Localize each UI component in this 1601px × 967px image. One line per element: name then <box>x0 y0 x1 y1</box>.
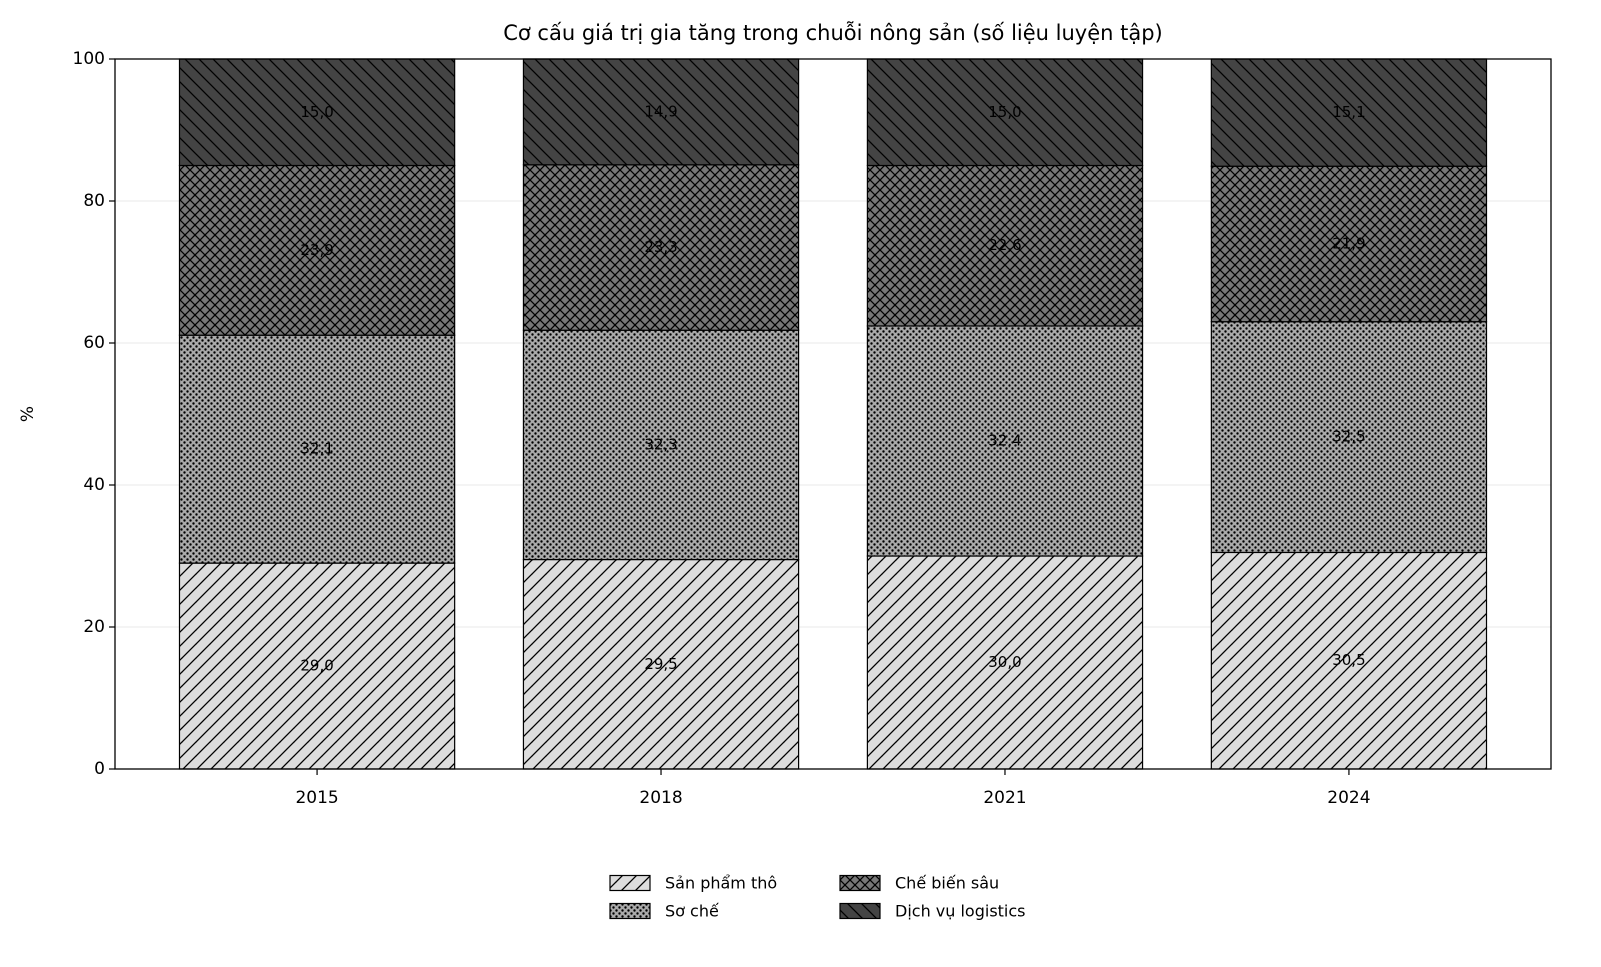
y-tick-label: 60 <box>83 333 105 353</box>
x-tick-label: 2024 <box>1327 788 1370 808</box>
legend-label: Sản phẩm thô <box>665 874 777 893</box>
plot-frame <box>114 58 1552 770</box>
y-tick-label: 20 <box>83 617 105 637</box>
value-label: 30,0 <box>988 653 1021 671</box>
bar-segment <box>1210 58 1488 167</box>
legend-swatch <box>839 902 881 920</box>
value-label: 32,4 <box>988 431 1021 449</box>
bar-segment <box>178 562 456 770</box>
x-tick-label: 2021 <box>983 788 1026 808</box>
value-label: 32,3 <box>644 435 677 453</box>
legend-swatch <box>609 902 651 920</box>
value-label: 23,9 <box>300 241 333 259</box>
value-label: 29,5 <box>644 655 677 673</box>
value-label: 30,5 <box>1332 651 1365 669</box>
value-label: 15,0 <box>300 103 333 121</box>
bar-segment <box>866 164 1144 327</box>
x-tick-label: 2018 <box>639 788 682 808</box>
bar-segment <box>178 334 456 564</box>
y-tick-label: 0 <box>94 759 105 779</box>
legend-label: Sơ chế <box>665 902 719 921</box>
y-tick-label: 80 <box>83 191 105 211</box>
value-label: 15,0 <box>988 103 1021 121</box>
bar-segment <box>1210 551 1488 770</box>
chart-title: Cơ cấu giá trị gia tăng trong chuỗi nông… <box>503 20 1163 45</box>
value-label: 22,6 <box>988 236 1021 254</box>
bar-segment <box>866 58 1144 167</box>
y-tick-label: 40 <box>83 475 105 495</box>
value-label: 21,9 <box>1332 234 1365 252</box>
bar-segment <box>1210 165 1488 323</box>
value-label: 15,1 <box>1332 103 1365 121</box>
legend-swatch <box>609 874 651 892</box>
bar-segment <box>866 555 1144 770</box>
value-label: 14,9 <box>644 102 677 120</box>
value-label: 23,3 <box>644 238 677 256</box>
legend-label: Chế biến sâu <box>895 874 999 893</box>
y-axis-label: % <box>18 406 38 422</box>
bar-segment <box>866 325 1144 557</box>
bar-segment <box>522 58 800 166</box>
value-label: 29,0 <box>300 657 333 675</box>
bar-segment <box>522 558 800 770</box>
bar-segment <box>1210 321 1488 554</box>
bar-segment <box>522 164 800 331</box>
x-tick-label: 2015 <box>295 788 338 808</box>
value-label: 32,5 <box>1332 428 1365 446</box>
legend-label: Dịch vụ logistics <box>895 902 1026 921</box>
legend-swatch <box>839 874 881 892</box>
value-label: 32,1 <box>300 440 333 458</box>
bar-segment <box>522 329 800 561</box>
y-tick-label: 100 <box>73 49 105 69</box>
